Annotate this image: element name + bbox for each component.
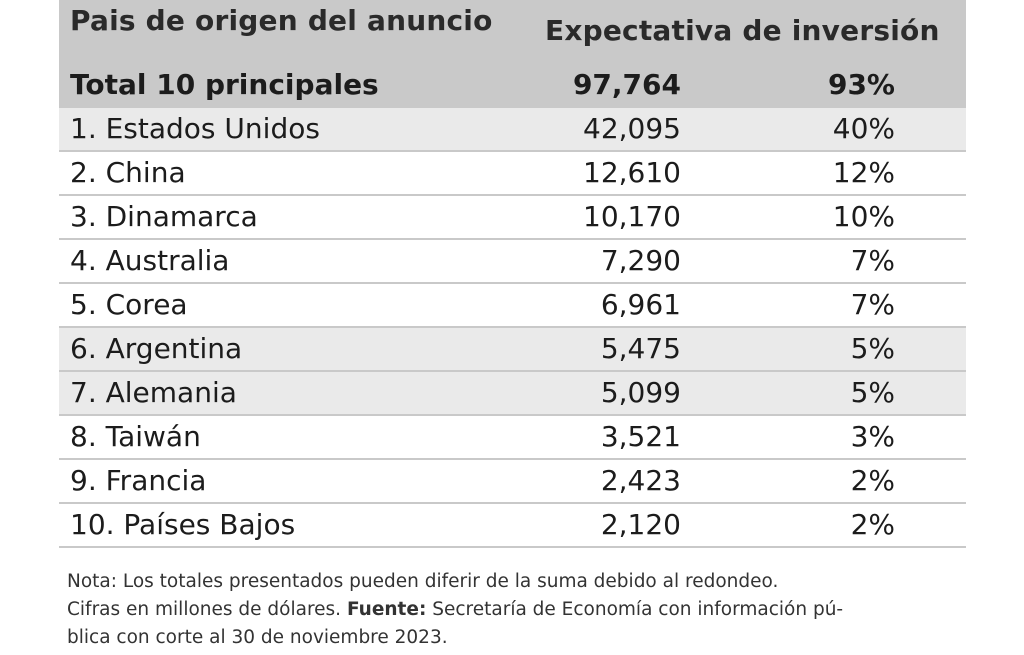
row-pct: 2% xyxy=(850,508,895,541)
row-amount: 10,170 xyxy=(583,200,681,233)
total-amount: 97,764 xyxy=(572,68,681,101)
table-row: 7. Alemania 5,099 5% xyxy=(59,372,966,416)
row-amount: 5,099 xyxy=(600,376,681,409)
row-pct: 2% xyxy=(850,464,895,497)
row-amount: 12,610 xyxy=(583,156,681,189)
row-pct: 40% xyxy=(832,112,895,145)
total-row: Total 10 principales 97,764 93% xyxy=(59,64,966,108)
row-amount: 7,290 xyxy=(600,244,681,277)
row-country: 1. Estados Unidos xyxy=(70,112,320,145)
table-header-row: Pais de origen del anuncio Expectativa d… xyxy=(59,0,966,64)
table-row: 3. Dinamarca 10,170 10% xyxy=(59,196,966,240)
investment-table: Pais de origen del anuncio Expectativa d… xyxy=(59,0,966,548)
table-row: 9. Francia 2,423 2% xyxy=(59,460,966,504)
row-country: 10. Países Bajos xyxy=(70,508,296,541)
table-row: 8. Taiwán 3,521 3% xyxy=(59,416,966,460)
header-investment: Expectativa de inversión xyxy=(545,14,940,47)
note-source-text: Secretaría de Economía con información p… xyxy=(432,599,844,620)
table-row: 2. China 12,610 12% xyxy=(59,152,966,196)
note-rounding: Nota: Los totales presentados pueden dif… xyxy=(67,571,779,592)
row-amount: 2,120 xyxy=(600,508,681,541)
note-source: Cifras en millones de dólares. Fuente: S… xyxy=(67,596,957,624)
table-row: 6. Argentina 5,475 5% xyxy=(59,328,966,372)
row-amount: 3,521 xyxy=(600,420,681,453)
note-source-label: Fuente: xyxy=(346,599,427,620)
row-amount: 5,475 xyxy=(600,332,681,365)
row-pct: 7% xyxy=(850,244,895,277)
total-label: Total 10 principales xyxy=(70,68,379,101)
row-country: 6. Argentina xyxy=(70,332,243,365)
row-amount: 2,423 xyxy=(600,464,681,497)
table-row: 10. Países Bajos 2,120 2% xyxy=(59,504,966,548)
row-pct: 3% xyxy=(850,420,895,453)
row-country: 7. Alemania xyxy=(70,376,237,409)
row-pct: 5% xyxy=(850,332,895,365)
table-notes: Nota: Los totales presentados pueden dif… xyxy=(67,568,957,652)
note-units: Cifras en millones de dólares. xyxy=(67,599,342,620)
table-row: 4. Australia 7,290 7% xyxy=(59,240,966,284)
row-pct: 12% xyxy=(832,156,895,189)
table-row: 1. Estados Unidos 42,095 40% xyxy=(59,108,966,152)
table-row: 5. Corea 6,961 7% xyxy=(59,284,966,328)
row-pct: 10% xyxy=(832,200,895,233)
header-country: Pais de origen del anuncio xyxy=(70,4,493,37)
total-pct: 93% xyxy=(827,68,895,101)
row-amount: 42,095 xyxy=(583,112,681,145)
row-country: 5. Corea xyxy=(70,288,188,321)
row-country: 2. China xyxy=(70,156,186,189)
row-pct: 5% xyxy=(850,376,895,409)
row-country: 8. Taiwán xyxy=(70,420,201,453)
row-country: 9. Francia xyxy=(70,464,207,497)
row-pct: 7% xyxy=(850,288,895,321)
row-amount: 6,961 xyxy=(600,288,681,321)
note-cutoff: blica con corte al 30 de noviembre 2023. xyxy=(67,627,448,648)
row-country: 3. Dinamarca xyxy=(70,200,258,233)
row-country: 4. Australia xyxy=(70,244,230,277)
